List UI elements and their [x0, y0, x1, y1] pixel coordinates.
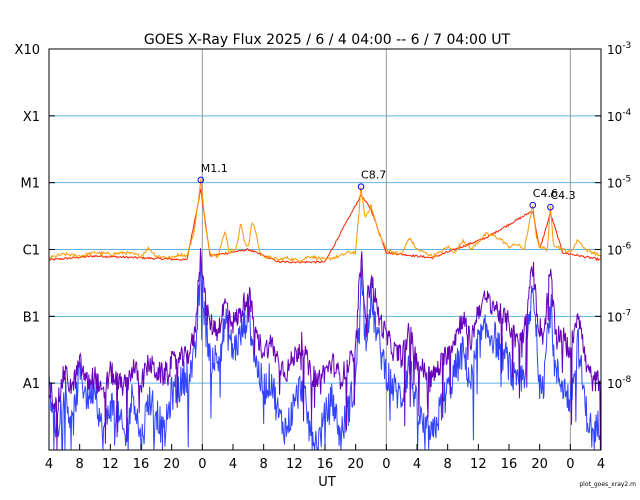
x-tick-label-8: 12: [286, 457, 303, 472]
x-tick-label-3: 16: [133, 457, 150, 472]
x-tick-label-16: 20: [531, 457, 548, 472]
left-axis-label-2: M1: [21, 177, 41, 192]
x-tick-label-10: 20: [347, 457, 364, 472]
long-channel-secondary-line: [48, 188, 602, 264]
short-channel-primary-line: [48, 248, 602, 451]
x-tick-label-11: 0: [382, 457, 390, 472]
x-tick-label-15: 16: [501, 457, 518, 472]
left-axis-label-4: B1: [23, 310, 40, 325]
left-axis-label-3: C1: [23, 244, 40, 259]
x-tick-label-6: 4: [229, 457, 237, 472]
flare-marker-1: [357, 183, 365, 191]
x-tick-label-14: 12: [470, 457, 487, 472]
axis-layer: X10 10-3X1 10-4M1 10-5C1 10-6B1 10-7A1 10-84 8 1…: [15, 41, 632, 472]
x-tick-label-1: 8: [76, 457, 84, 472]
flare-marker-0: [197, 176, 205, 184]
x-tick-label-5: 0: [198, 457, 206, 472]
plot-credit: plot_goes_xray2.m: [579, 481, 636, 488]
flare-marker-2: [529, 201, 537, 209]
x-tick-label-12: 4: [413, 457, 421, 472]
flare-label-1: C8.7: [361, 169, 386, 182]
x-tick-label-17: 0: [566, 457, 574, 472]
flare-annotations: M1.1 C8.7 C4.6C4.3: [197, 162, 576, 211]
long-channel-primary-line: [48, 178, 602, 263]
flare-label-3: C4.3: [550, 189, 575, 202]
flare-label-0: M1.1: [201, 162, 228, 175]
x-tick-label-18: 4: [597, 457, 605, 472]
left-axis-label-1: X1: [23, 110, 40, 125]
x-tick-label-4: 20: [163, 457, 180, 472]
flare-marker-3: [547, 203, 554, 211]
left-axis-label-5: A1: [23, 377, 40, 392]
x-tick-label-7: 8: [260, 457, 268, 472]
x-axis-label: UT: [318, 475, 336, 490]
flare-label-2: C4.6: [533, 187, 558, 200]
x-tick-label-0: 4: [45, 457, 53, 472]
left-axis-label-0: X10: [15, 43, 40, 58]
chart-title: GOES X-Ray Flux 2025 / 6 / 4 04:00 -- 6 …: [144, 32, 511, 48]
x-tick-label-2: 12: [102, 457, 119, 472]
x-tick-label-9: 16: [317, 457, 334, 472]
x-tick-label-13: 8: [444, 457, 452, 472]
